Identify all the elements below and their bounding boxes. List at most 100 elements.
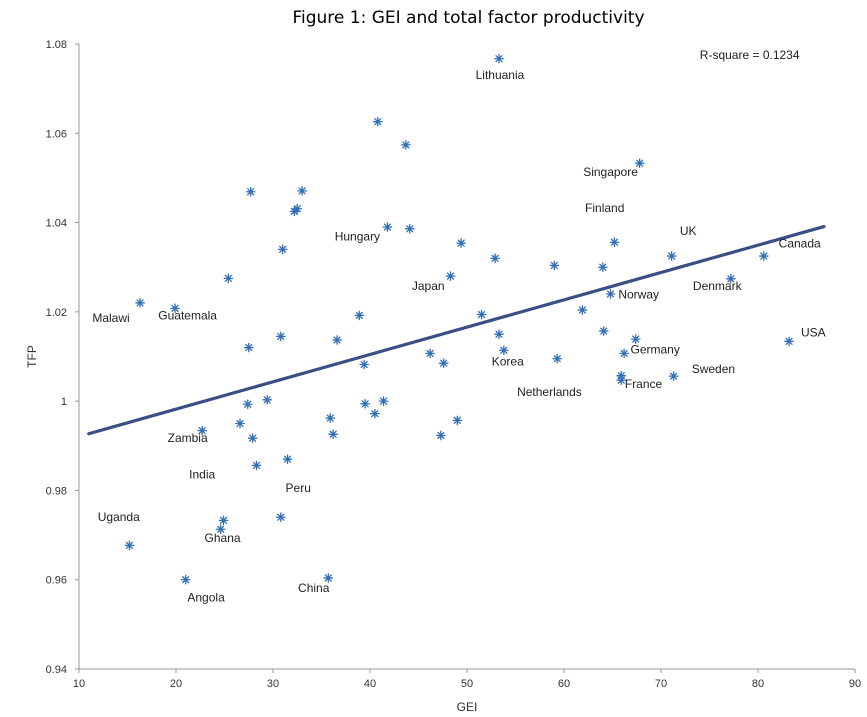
x-tick-label: 80	[752, 678, 764, 690]
data-point-stroke	[283, 455, 292, 463]
data-point	[549, 260, 560, 271]
y-tick-label: 1.02	[46, 307, 67, 319]
data-point-stroke	[244, 400, 252, 408]
point-label: Lithuania	[476, 68, 525, 82]
point-label: UK	[680, 224, 697, 238]
data-point	[354, 310, 365, 321]
data-point-stroke	[249, 434, 257, 442]
y-tick-label: 0.94	[46, 664, 67, 676]
data-point-stroke	[263, 396, 271, 404]
data-point-stroke	[426, 349, 434, 357]
data-point-stroke	[578, 306, 587, 314]
data-point	[634, 158, 645, 169]
data-point-stroke	[553, 355, 561, 363]
y-tick-label: 1.04	[46, 218, 67, 230]
point-label: Ghana	[205, 531, 241, 545]
data-point-stroke	[599, 263, 607, 271]
trend-line-group	[87, 224, 826, 436]
data-point-stroke	[495, 330, 503, 338]
y-tick-label: 1	[61, 396, 67, 408]
data-point	[758, 251, 769, 261]
point-label: Germany	[631, 342, 680, 356]
data-point	[262, 394, 273, 405]
data-point-stroke	[500, 346, 508, 354]
point-label: China	[298, 581, 330, 595]
data-point	[215, 524, 226, 535]
data-point	[725, 273, 736, 284]
data-point	[218, 515, 229, 526]
data-point	[180, 574, 191, 585]
data-point-stroke	[477, 310, 486, 319]
data-point-stroke	[277, 513, 285, 521]
data-point-stroke	[760, 252, 768, 260]
data-point-stroke	[252, 461, 261, 470]
data-point-stroke	[360, 360, 368, 369]
data-point-stroke	[217, 525, 225, 533]
data-point	[552, 353, 563, 364]
data-point	[616, 375, 627, 386]
data-point-stroke	[333, 336, 341, 344]
data-point-stroke	[326, 414, 334, 422]
data-point	[630, 334, 641, 344]
point-label: Angola	[187, 591, 225, 605]
data-point-stroke	[620, 349, 628, 357]
data-point	[247, 433, 258, 444]
data-point-stroke	[406, 225, 414, 233]
x-tick-label: 60	[558, 678, 570, 690]
data-point-stroke	[224, 274, 232, 282]
data-point	[372, 116, 383, 127]
point-label: Denmark	[693, 279, 743, 293]
x-tick-label: 20	[170, 678, 182, 690]
data-point	[666, 251, 677, 261]
point-label: France	[625, 377, 663, 391]
point-label: Hungary	[335, 229, 380, 243]
data-point-stroke	[198, 426, 206, 435]
r-square-annotation: R-square = 0.1234	[700, 48, 800, 62]
data-point	[476, 309, 487, 320]
data-point	[605, 289, 616, 299]
data-point-stroke	[245, 343, 253, 352]
x-tick-label: 90	[849, 678, 861, 690]
data-point	[452, 415, 463, 426]
data-point	[404, 223, 415, 234]
data-point-stroke	[636, 159, 644, 167]
data-point	[456, 238, 467, 248]
data-point	[245, 186, 256, 197]
data-point	[170, 303, 180, 314]
data-point-stroke	[785, 337, 793, 345]
data-point-stroke	[632, 335, 640, 343]
data-point-stroke	[355, 311, 363, 320]
y-tick-label: 0.98	[46, 485, 67, 497]
data-point	[490, 253, 500, 264]
data-point-stroke	[374, 118, 382, 126]
data-point	[598, 326, 609, 336]
point-label: Norway	[618, 287, 659, 301]
data-point-stroke	[550, 261, 558, 270]
data-point	[369, 408, 380, 419]
data-point-stroke	[606, 290, 615, 298]
data-point	[277, 244, 288, 255]
data-point-stroke	[457, 239, 465, 247]
data-points	[124, 53, 794, 585]
data-point	[282, 454, 293, 465]
data-point-stroke	[610, 238, 619, 246]
data-point	[577, 305, 588, 315]
data-point-stroke	[491, 254, 499, 262]
axes: 10 20 30 40 50 60 70 80 90 0.94 0.96 0.98 1 1.02 1.04 1…	[25, 39, 861, 714]
point-label: Guatemala	[158, 308, 217, 322]
x-tick-label: 30	[267, 678, 279, 690]
point-label: Canada	[779, 237, 821, 251]
data-point	[289, 206, 300, 217]
data-point	[275, 512, 286, 523]
data-point	[135, 298, 145, 308]
data-point-stroke	[600, 327, 608, 335]
data-point-stroke	[371, 410, 379, 418]
data-point	[124, 540, 135, 551]
data-point	[275, 331, 286, 342]
data-point-stroke	[136, 299, 144, 307]
point-label: India	[189, 467, 215, 481]
trend-line	[87, 224, 826, 436]
data-point-stroke	[617, 376, 625, 384]
data-point	[323, 573, 334, 583]
data-point	[609, 237, 620, 248]
